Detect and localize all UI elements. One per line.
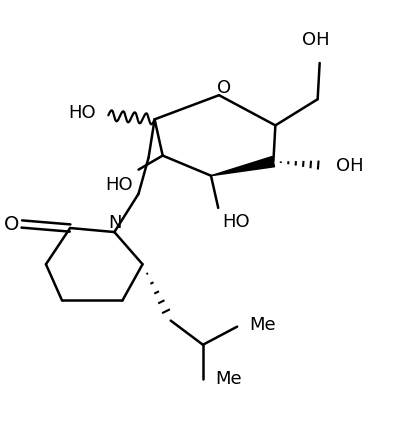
Text: HO: HO <box>222 213 250 231</box>
Text: N: N <box>109 214 122 232</box>
Text: O: O <box>4 215 19 233</box>
Text: OH: OH <box>336 157 363 176</box>
Polygon shape <box>211 156 275 176</box>
Text: HO: HO <box>105 176 132 194</box>
Text: Me: Me <box>249 316 276 334</box>
Text: O: O <box>217 79 231 97</box>
Text: OH: OH <box>302 31 330 49</box>
Text: HO: HO <box>69 104 96 122</box>
Text: Me: Me <box>215 370 242 388</box>
